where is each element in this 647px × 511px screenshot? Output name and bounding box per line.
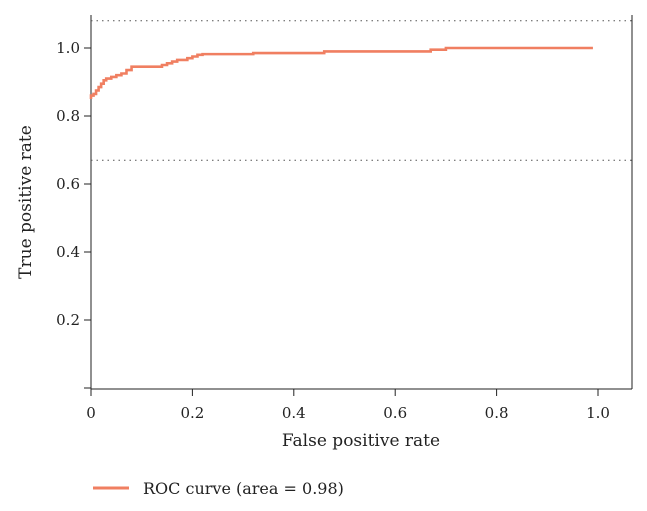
- x-tick-label: 0.8: [485, 404, 509, 422]
- x-tick-label: 1.0: [586, 404, 610, 422]
- x-tick-label: 0.6: [383, 404, 407, 422]
- x-tick-label: 0.4: [282, 404, 306, 422]
- plot-area: 0 0.2 0.4 0.6 0.8 1.0 0.2 0.4 0.6 0.8 1.0: [56, 15, 633, 422]
- y-ticks: 0.2 0.4 0.6 0.8 1.0: [56, 39, 91, 389]
- x-tick-label: 0.2: [180, 404, 204, 422]
- y-tick-label: 0.6: [56, 175, 80, 193]
- series-layer: [89, 46, 593, 99]
- reference-lines: [91, 20, 632, 161]
- y-axis-title: True positive rate: [16, 125, 36, 279]
- x-ticks: 0 0.2 0.4 0.6 0.8 1.0: [86, 389, 610, 422]
- legend-label: ROC curve (area = 0.98): [143, 479, 344, 498]
- legend: ROC curve (area = 0.98): [93, 479, 344, 498]
- y-tick-label: 1.0: [56, 39, 80, 57]
- y-tick-label: 0.8: [56, 107, 80, 125]
- roc-curve-line: [89, 46, 593, 99]
- y-tick-label: 0.4: [56, 243, 80, 261]
- x-axis-title: False positive rate: [282, 431, 440, 451]
- x-tick-label: 0: [86, 404, 96, 422]
- y-tick-label: 0.2: [56, 311, 80, 329]
